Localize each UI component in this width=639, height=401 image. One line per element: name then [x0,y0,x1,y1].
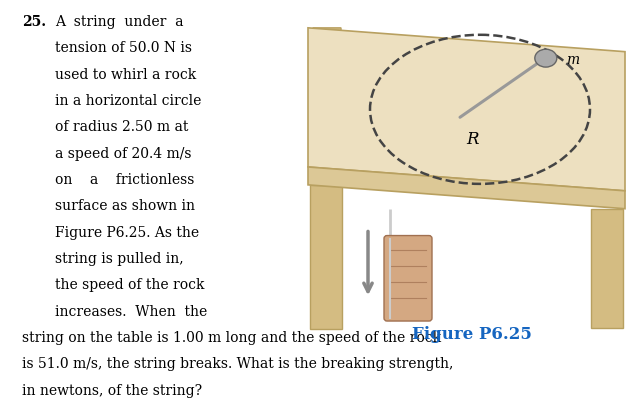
Text: A  string  under  a: A string under a [55,15,183,29]
Polygon shape [308,167,625,209]
Text: m: m [566,53,579,67]
Text: tension of 50.0 N is: tension of 50.0 N is [55,41,192,55]
Text: Figure P6.25: Figure P6.25 [412,326,532,343]
Text: string on the table is 1.00 m long and the speed of the rock: string on the table is 1.00 m long and t… [22,331,441,345]
Text: of radius 2.50 m at: of radius 2.50 m at [55,120,189,134]
Text: 25.: 25. [22,15,46,29]
Text: is 51.0 m/s, the string breaks. What is the breaking strength,: is 51.0 m/s, the string breaks. What is … [22,357,454,371]
Ellipse shape [535,49,557,67]
Polygon shape [591,209,623,328]
Polygon shape [308,28,625,191]
FancyBboxPatch shape [384,235,432,321]
Text: a speed of 20.4 m/s: a speed of 20.4 m/s [55,147,192,160]
Polygon shape [593,52,623,181]
Text: the speed of the rock: the speed of the rock [55,278,204,292]
Text: surface as shown in: surface as shown in [55,199,195,213]
Text: used to whirl a rock: used to whirl a rock [55,68,196,81]
Polygon shape [313,28,344,182]
Polygon shape [310,185,342,329]
Text: increases.  When  the: increases. When the [55,305,207,319]
Text: in a horizontal circle: in a horizontal circle [55,94,201,108]
Text: R: R [466,131,478,148]
Text: string is pulled in,: string is pulled in, [55,252,183,266]
Text: on    a    frictionless: on a frictionless [55,173,194,187]
Text: in newtons, of the string?: in newtons, of the string? [22,384,202,398]
Text: Figure P6.25. As the: Figure P6.25. As the [55,226,199,240]
